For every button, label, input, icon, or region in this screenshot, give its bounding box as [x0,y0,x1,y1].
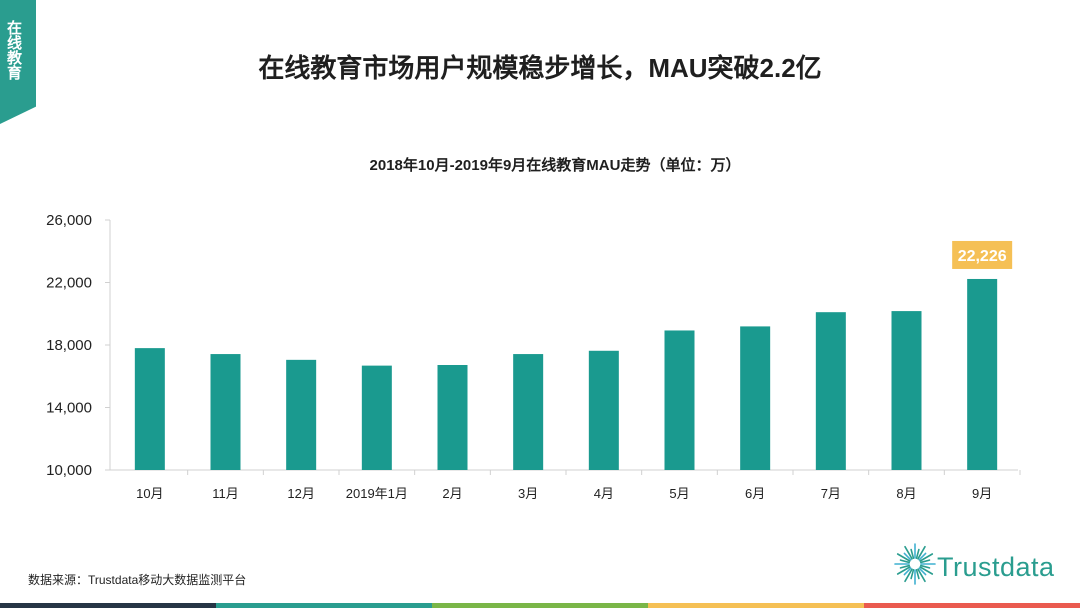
x-tick-label: 3月 [518,486,538,501]
y-tick-label: 14,000 [46,400,92,417]
chart-title: 2018年10月-2019年9月在线教育MAU走势（单位：万） [369,157,741,174]
data-source-note: 数据来源：Trustdata移动大数据监测平台 [28,573,247,587]
logo-ray [915,548,920,560]
logo-ray [919,566,934,575]
logo-ray [919,564,931,569]
sunburst-logo-icon [894,543,936,585]
y-tick-label: 18,000 [46,337,92,354]
section-tab-label: 在线教育 [5,20,22,80]
y-tick-label: 26,000 [46,212,92,229]
bar [588,350,619,470]
x-tick-label: 11月 [212,486,239,501]
data-label-box [952,240,1013,269]
x-tick-label: 2月 [442,486,462,501]
logo-ray [899,564,911,569]
x-tick-label: 12月 [287,486,314,501]
logo-ray [915,568,920,580]
x-tick-label: 7月 [821,486,841,501]
bar [740,326,771,470]
bar [286,359,317,470]
bottom-bar-segment [0,603,216,608]
logo-ray [910,548,915,560]
bar [361,365,392,470]
bar [134,348,165,470]
bar-chart: 10,000 14,000 18,000 22,000 26,000 10月 11月 12月 2… [46,212,1021,501]
bottom-color-bar [0,603,1080,608]
x-tick-label: 8月 [896,486,916,501]
bar [513,354,544,470]
y-tick-label: 22,000 [46,275,92,292]
logo-ray [917,568,926,583]
bottom-bar-segment [432,603,648,608]
logo-ray [899,559,911,564]
logo-ray [904,568,913,583]
page-title: 在线教育市场用户规模稳步增长，MAU突破2.2亿 [258,53,822,83]
logo-ray [910,568,915,580]
bar [210,354,241,470]
section-tab: 在线教育 [0,0,36,124]
x-tick-label: 9月 [972,486,992,501]
x-tick-label: 6月 [745,486,765,501]
bar [891,311,922,470]
logo-text: Trustdata [937,552,1055,582]
trustdata-logo: Trustdata [893,536,1073,592]
x-tick-label: 2019年1月 [346,486,408,501]
logo-ray [919,559,931,564]
x-tick-label: 4月 [594,486,614,501]
bar [815,312,846,470]
y-tick-label: 10,000 [46,462,92,479]
bar [437,365,468,470]
logo-ray [896,553,911,562]
x-tick-label: 10月 [136,486,163,501]
bar [664,330,695,470]
bottom-bar-segment [648,603,864,608]
logo-ray [903,567,912,576]
logo-ray [904,545,913,560]
logo-ray [903,552,912,561]
logo-ray [917,545,926,560]
logo-ray [896,566,911,575]
bottom-bar-segment [864,603,1080,608]
logo-ray [919,553,934,562]
x-tick-label: 5月 [669,486,689,501]
logo-ray [918,567,927,576]
bar [967,278,998,470]
bottom-bar-segment [216,603,432,608]
data-label: 22,226 [958,248,1007,265]
logo-ray [918,552,927,561]
